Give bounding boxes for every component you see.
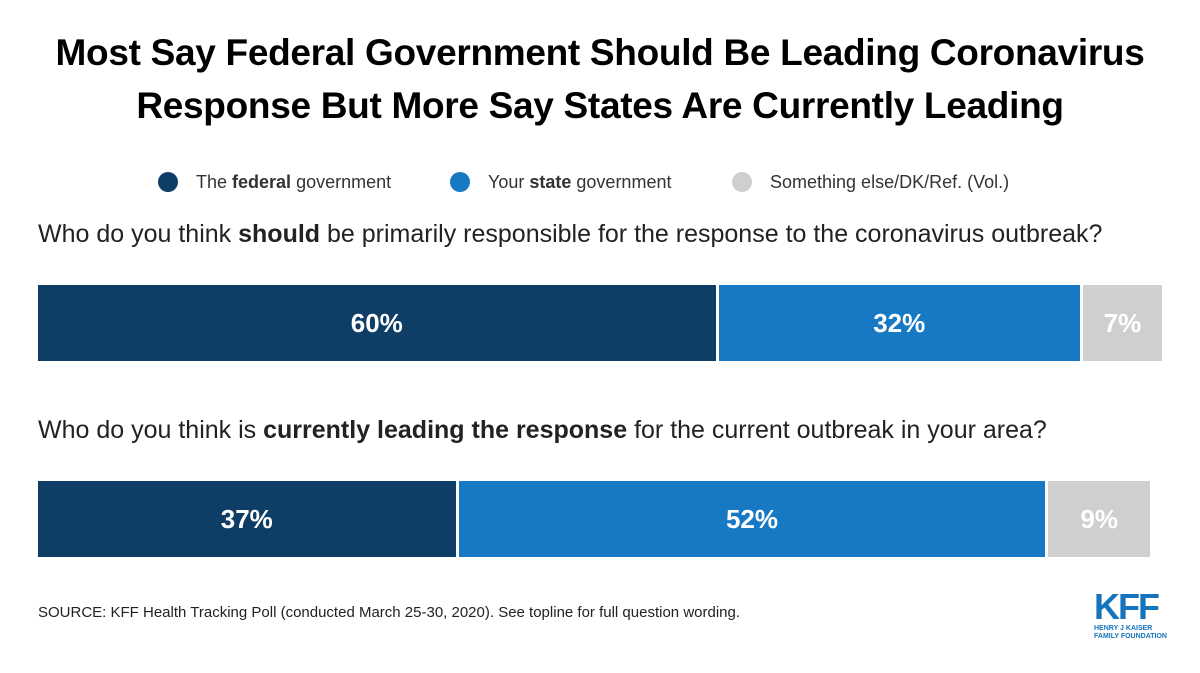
bar-segment-federal: 60% [38,285,716,361]
bar-segment-other: 7% [1082,285,1162,361]
legend-label-federal: The federal government [196,171,392,192]
legend-item-other: Something else/DK/Ref. (Vol.) [732,168,1009,196]
question-1: Who do you think should be primarily res… [38,220,1103,248]
logo-line-1: HENRY J KAISER [1094,625,1153,632]
bar-segment-federal: 37% [38,481,456,557]
data-label-other: 7% [1103,307,1142,338]
question-2: Who do you think is currently leading th… [38,416,1047,444]
chart-title-line-1: Most Say Federal Government Should Be Le… [55,32,1145,73]
data-label-other: 9% [1080,503,1118,534]
source-note: SOURCE: KFF Health Tracking Poll (conduc… [38,604,741,621]
bar-segment-other: 9% [1048,481,1150,557]
bar-segment-state: 32% [718,285,1080,361]
data-label-state: 32% [873,307,926,338]
logo-mark: KFF [1094,586,1160,627]
logo-line-2: FAMILY FOUNDATION [1094,633,1167,640]
data-label-federal: 60% [350,307,403,338]
data-label-state: 52% [725,503,778,534]
bar-row-should: 60% 32% 7% [38,285,1162,361]
legend-label-other: Something else/DK/Ref. (Vol.) [770,171,1010,192]
kff-logo: KFF HENRY J KAISER FAMILY FOUNDATION [1094,589,1174,641]
legend-label-state: Your state government [488,171,672,192]
bar-row-currently: 37% 52% 9% [38,481,1150,557]
legend-swatch-federal [158,172,178,192]
legend-swatch-other [732,172,752,192]
chart-title: Most Say Federal Government Should Be Le… [0,26,1200,132]
legend-swatch-state [450,172,470,192]
legend-item-state: Your state government [450,168,671,196]
legend-item-federal: The federal government [158,168,391,196]
legend: The federal government Your state govern… [0,168,1200,196]
chart-title-line-2: Response But More Say States Are Current… [136,85,1064,126]
data-label-federal: 37% [220,503,273,534]
bar-segment-state: 52% [458,481,1046,557]
